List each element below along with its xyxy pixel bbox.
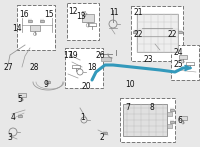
Bar	[167, 112, 172, 116]
Text: 8: 8	[150, 103, 155, 112]
Bar	[137, 14, 178, 52]
Text: 18: 18	[87, 63, 96, 72]
Text: 15: 15	[44, 10, 54, 19]
Text: 11: 11	[109, 8, 118, 17]
Bar	[123, 104, 167, 136]
Bar	[170, 121, 174, 123]
Text: 3: 3	[7, 133, 12, 142]
Text: 22: 22	[133, 30, 142, 39]
Text: 6: 6	[177, 116, 182, 125]
Text: 7: 7	[125, 103, 130, 112]
Text: 10: 10	[125, 80, 135, 89]
Bar	[18, 93, 26, 97]
Bar	[171, 45, 199, 80]
Bar	[133, 31, 137, 33]
Bar	[30, 25, 40, 31]
Bar	[67, 3, 99, 40]
Bar	[28, 20, 32, 22]
Text: 2: 2	[100, 133, 105, 142]
Bar	[17, 5, 55, 50]
Text: 13: 13	[76, 12, 86, 21]
Bar	[101, 57, 111, 61]
Text: 27: 27	[4, 63, 14, 72]
Text: 25: 25	[174, 60, 184, 69]
Text: 26: 26	[95, 51, 105, 60]
Bar	[18, 115, 22, 117]
Bar	[65, 48, 103, 88]
Text: 22: 22	[168, 30, 178, 39]
Text: 17: 17	[63, 51, 73, 60]
Bar	[179, 55, 187, 59]
Text: 24: 24	[174, 48, 184, 57]
Bar	[179, 116, 187, 120]
Text: 19: 19	[68, 51, 78, 60]
Text: 5: 5	[17, 95, 22, 104]
Bar	[46, 81, 50, 83]
Bar	[120, 98, 175, 142]
Text: 9: 9	[44, 80, 49, 89]
Text: 23: 23	[143, 55, 153, 64]
Bar	[40, 20, 44, 22]
Bar	[178, 31, 182, 33]
Text: 20: 20	[82, 82, 92, 91]
Bar	[167, 124, 172, 128]
Bar	[131, 6, 183, 61]
Text: 16: 16	[19, 10, 29, 19]
Text: 28: 28	[29, 63, 38, 72]
Bar	[170, 109, 174, 111]
Text: 21: 21	[133, 8, 142, 17]
Text: 14: 14	[12, 24, 22, 33]
Text: 1: 1	[80, 113, 85, 122]
Text: 12: 12	[68, 7, 78, 16]
Bar	[103, 132, 107, 134]
Text: 4: 4	[11, 113, 16, 122]
Bar	[82, 14, 94, 22]
